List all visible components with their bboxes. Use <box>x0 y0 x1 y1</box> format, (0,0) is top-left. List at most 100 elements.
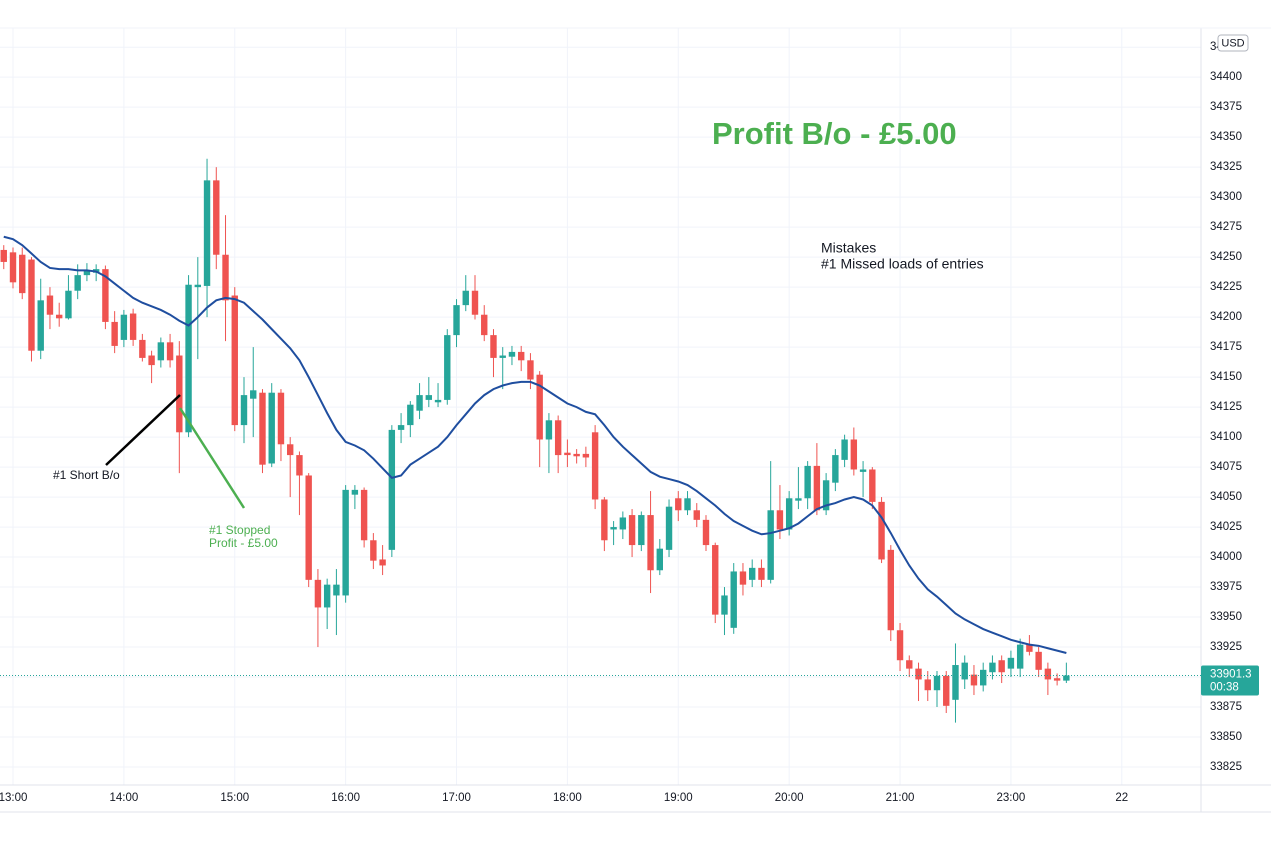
candle-body <box>425 395 432 400</box>
y-tick-label: 34050 <box>1210 491 1242 503</box>
candle-body <box>591 432 599 500</box>
mistakes-item: #1 Missed loads of entries <box>821 256 984 272</box>
x-tick-label: 15:00 <box>220 792 249 804</box>
candle-body <box>508 351 516 357</box>
candle-body <box>287 444 294 456</box>
y-tick-label: 34250 <box>1210 251 1242 263</box>
candle-body <box>444 335 451 400</box>
candle-body <box>767 510 774 580</box>
candle-body <box>582 453 590 458</box>
candle-body <box>924 679 931 691</box>
candle-body <box>46 295 54 315</box>
y-tick-label: 33975 <box>1210 581 1242 593</box>
candle-body <box>647 515 654 571</box>
candle-body <box>277 392 285 445</box>
candle-body <box>758 567 765 580</box>
candle-body <box>28 259 35 351</box>
candle-body <box>379 559 386 566</box>
candle-body <box>1016 644 1024 669</box>
y-tick-label: 34175 <box>1210 341 1242 353</box>
candle-body <box>869 469 876 502</box>
candle-body <box>989 662 996 673</box>
candle-body <box>305 475 312 580</box>
exit-label: Profit - £5.00 <box>209 536 278 550</box>
profit-note: Profit B/o - £5.00 <box>712 116 957 151</box>
candle-body <box>573 453 580 457</box>
x-tick-label: 14:00 <box>109 792 138 804</box>
candle-body <box>813 465 821 511</box>
candle-body <box>185 284 192 433</box>
y-tick-label: 34000 <box>1210 551 1242 563</box>
candle-body <box>19 254 26 294</box>
y-tick-label: 34400 <box>1210 71 1242 83</box>
candle-body <box>943 675 950 706</box>
candle-body <box>203 180 211 286</box>
x-tick-label: 21:00 <box>886 792 915 804</box>
last-price-label: 33901.3 <box>1210 669 1252 681</box>
candle-body <box>665 506 673 550</box>
y-tick-label: 33925 <box>1210 641 1242 653</box>
y-tick-label: 33825 <box>1210 761 1242 773</box>
candle-body <box>462 290 469 306</box>
candle-body <box>213 180 220 255</box>
candle-body <box>231 295 238 426</box>
candle-body <box>65 290 72 319</box>
candle-body <box>222 254 229 301</box>
candle-body <box>952 665 959 700</box>
candle-body <box>675 498 682 511</box>
x-tick-label: 18:00 <box>553 792 582 804</box>
candle-body <box>896 630 904 661</box>
countdown-label: 00:38 <box>1210 682 1239 694</box>
candle-body <box>314 579 322 608</box>
candle-body <box>795 498 802 501</box>
candle-body <box>749 567 756 580</box>
candle-body <box>970 674 978 686</box>
candle-body <box>416 395 423 411</box>
candle-body <box>388 429 396 550</box>
candle-body <box>906 660 913 669</box>
currency-label: USD <box>1221 37 1244 49</box>
candle-body <box>407 404 414 426</box>
y-tick-label: 34200 <box>1210 311 1242 323</box>
currency-badge <box>1217 34 1249 52</box>
candle-body <box>176 355 183 433</box>
x-tick-label: 17:00 <box>442 792 471 804</box>
y-tick-label: 34350 <box>1210 131 1242 143</box>
candle-body <box>712 545 719 615</box>
candle-body <box>342 489 349 596</box>
candle-body <box>721 595 728 615</box>
candle-body <box>240 395 248 426</box>
candle-body <box>776 510 784 530</box>
candle-body <box>397 425 405 430</box>
candle-body <box>333 584 340 596</box>
y-tick-label: 34300 <box>1210 191 1242 203</box>
candle-body <box>536 374 543 440</box>
candle-body <box>887 549 894 631</box>
candle-body <box>74 275 81 291</box>
candle-body <box>564 452 571 456</box>
candle-body <box>850 439 858 470</box>
candle-body <box>481 314 488 336</box>
candle-body <box>1026 644 1033 652</box>
x-tick-label: 19:00 <box>664 792 693 804</box>
candle-body <box>619 517 627 530</box>
candle-body <box>370 540 377 561</box>
x-tick-label: 16:00 <box>331 792 360 804</box>
candle-body <box>915 668 922 680</box>
last-price-tag <box>1201 665 1259 696</box>
candle-body <box>638 515 645 546</box>
entry-label: #1 Short B/o <box>53 468 120 482</box>
candle-body <box>961 662 968 680</box>
candle-body <box>323 584 331 608</box>
candle-body <box>250 390 257 399</box>
x-tick-label: 13:00 <box>0 792 27 804</box>
candle-body <box>111 321 118 346</box>
candle-body <box>434 399 442 403</box>
candle-body <box>0 249 7 262</box>
candle-body <box>998 660 1005 673</box>
candle-body <box>610 527 617 530</box>
mistakes-title: Mistakes <box>821 240 876 256</box>
y-tick-label: 34275 <box>1210 221 1242 233</box>
